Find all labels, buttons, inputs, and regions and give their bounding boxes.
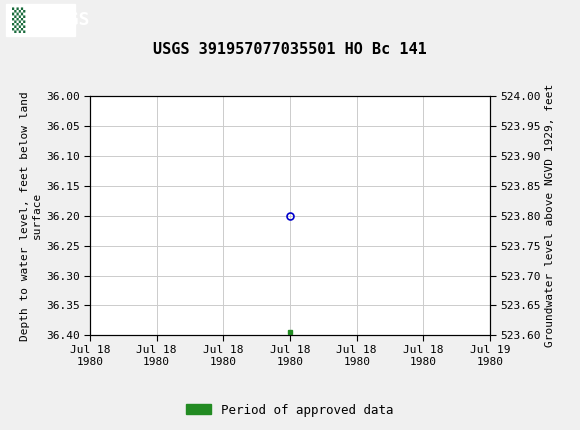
Text: USGS 391957077035501 HO Bc 141: USGS 391957077035501 HO Bc 141 — [153, 42, 427, 57]
Y-axis label: Groundwater level above NGVD 1929, feet: Groundwater level above NGVD 1929, feet — [545, 84, 555, 347]
Legend: Period of approved data: Period of approved data — [181, 399, 399, 421]
Text: ▒: ▒ — [12, 7, 25, 33]
Text: USGS: USGS — [46, 11, 90, 29]
Bar — [6, 4, 75, 36]
Y-axis label: Depth to water level, feet below land
surface: Depth to water level, feet below land su… — [20, 91, 42, 341]
